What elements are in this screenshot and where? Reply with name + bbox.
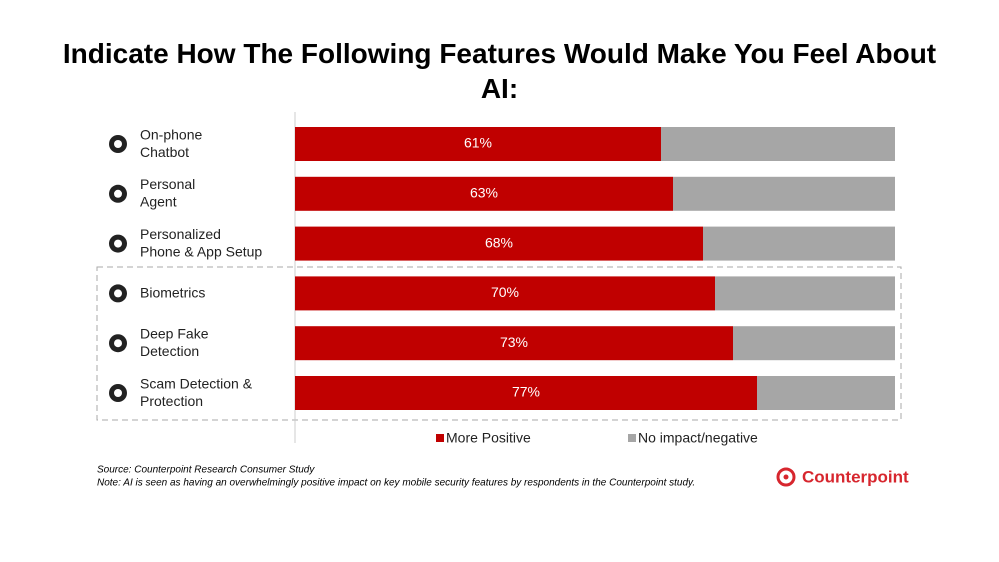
logo-dot [783, 474, 789, 480]
category-icon-inner [114, 389, 122, 397]
bar-segment [673, 176, 895, 211]
category-label: On-phone Chatbot [140, 126, 202, 160]
category-icon-inner [114, 239, 122, 248]
data-label: 61% [464, 135, 492, 151]
data-label: 68% [485, 234, 513, 250]
category-label: Deep Fake Detection [140, 325, 209, 359]
note: Note: AI is seen as having an overwhelmi… [97, 478, 695, 489]
category-icon-inner [114, 189, 122, 198]
category-icon-inner [114, 339, 122, 348]
legend-swatch [436, 434, 444, 442]
category-icon-inner [114, 140, 122, 148]
bar-segment [295, 276, 715, 311]
category-label: Scam Detection & Protection [140, 375, 253, 409]
logo-icon [776, 467, 796, 487]
data-label: 73% [500, 334, 528, 350]
bar-segment [661, 127, 895, 161]
chart-title: Indicate How The Following Features Woul… [62, 38, 937, 104]
legend-label: More Positive [446, 430, 531, 446]
category-label: Personal Agent [140, 176, 195, 210]
category-icon-inner [114, 289, 122, 298]
bar-segment [295, 226, 703, 261]
bar-segment [703, 226, 895, 261]
legend-label: No impact/negative [638, 430, 758, 446]
bar-segment [757, 376, 895, 410]
bar-segment [715, 276, 895, 311]
source: Source: Counterpoint Research Consumer S… [97, 465, 315, 476]
legend-swatch [628, 434, 636, 442]
bar-segment [295, 376, 757, 410]
data-label: 70% [491, 284, 519, 300]
category-label: Personalized Phone & App Setup [140, 226, 262, 260]
data-label: 77% [512, 384, 540, 400]
bar-segment [295, 326, 733, 361]
bar-segment [295, 176, 673, 211]
bar-segment [733, 326, 895, 361]
highlight-box [96, 266, 902, 421]
category-label: Biometrics [140, 284, 205, 300]
brand: Counterpoint [802, 467, 909, 486]
data-label: 63% [470, 185, 498, 201]
bar-segment [295, 127, 661, 161]
